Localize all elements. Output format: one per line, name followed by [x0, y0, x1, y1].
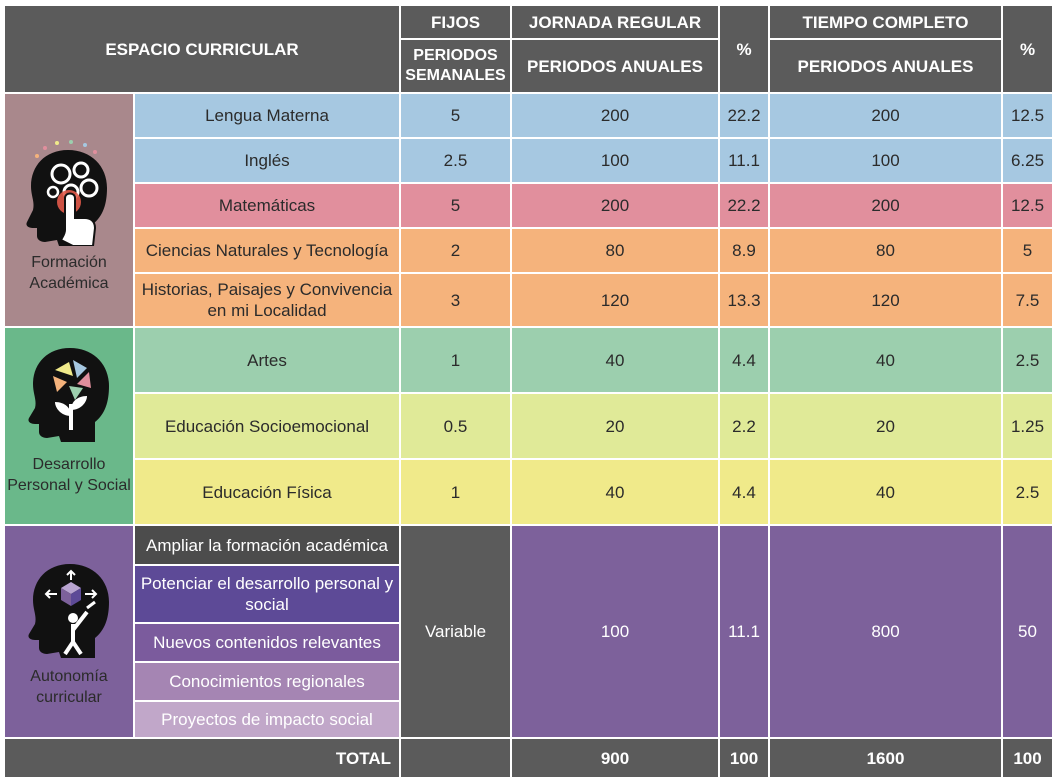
header-percent-jr: %	[720, 6, 768, 92]
category-formacion-academica: Formación Académica	[5, 94, 133, 326]
table-row-fijos: 1	[401, 460, 510, 524]
table-row-fijos: 3	[401, 274, 510, 326]
table-row-jr: 40	[512, 460, 718, 524]
table-row-jr: 100	[512, 139, 718, 182]
header-tiempo-completo: TIEMPO COMPLETO	[770, 6, 1001, 38]
table-row-jr-pct: 13.3	[720, 274, 768, 326]
table-row-tc-pct: 12.5	[1003, 94, 1052, 137]
table-row-tc: 200	[770, 94, 1001, 137]
table-row-fijos: 2	[401, 229, 510, 272]
table-row-tc-pct: 7.5	[1003, 274, 1052, 326]
table-row-jr-pct: 11.1	[720, 139, 768, 182]
table-row-subject: Ciencias Naturales y Tecnología	[135, 229, 399, 272]
table-row-tc-pct: 1.25	[1003, 394, 1052, 458]
autonomia-item: Proyectos de impacto social	[135, 702, 399, 737]
table-row-fijos: 0.5	[401, 394, 510, 458]
category-label: Autonomía curricular	[30, 668, 108, 706]
table-row-tc: 120	[770, 274, 1001, 326]
table-row-tc: 20	[770, 394, 1001, 458]
table-row-jr-pct: 2.2	[720, 394, 768, 458]
head-gears-icon	[26, 140, 108, 246]
category-label: Desarrollo Personal y Social	[7, 456, 131, 494]
header-fijos: FIJOS	[401, 6, 510, 38]
autonomia-tc-pct: 50	[1003, 526, 1052, 737]
header-jornada-regular: JORNADA REGULAR	[512, 6, 718, 38]
autonomia-item: Conocimientos regionales	[135, 663, 399, 700]
table-row-tc-pct: 5	[1003, 229, 1052, 272]
autonomia-item: Potenciar el desarrollo personal y socia…	[135, 566, 399, 622]
header-periodos-anuales-jr: PERIODOS ANUALES	[512, 40, 718, 92]
header-periodos-anuales-tc: PERIODOS ANUALES	[770, 40, 1001, 92]
table-row-subject: Matemáticas	[135, 184, 399, 227]
table-row-fijos: 5	[401, 94, 510, 137]
table-row-jr: 200	[512, 184, 718, 227]
category-desarrollo-personal: Desarrollo Personal y Social	[5, 328, 133, 524]
table-row-subject: Inglés	[135, 139, 399, 182]
table-row-jr: 80	[512, 229, 718, 272]
total-jr: 900	[512, 739, 718, 777]
table-row-tc-pct: 2.5	[1003, 328, 1052, 392]
autonomia-jr-pct: 11.1	[720, 526, 768, 737]
total-tc: 1600	[770, 739, 1001, 777]
table-row-fijos: 5	[401, 184, 510, 227]
autonomia-fijos: Variable	[401, 526, 510, 737]
table-row-tc: 80	[770, 229, 1001, 272]
table-row-subject: Educación Socioemocional	[135, 394, 399, 458]
table-row-tc: 40	[770, 460, 1001, 524]
table-row-tc: 40	[770, 328, 1001, 392]
curriculum-table: ESPACIO CURRICULAR FIJOS PERIODOS SEMANA…	[5, 6, 1052, 777]
table-row-tc-pct: 6.25	[1003, 139, 1052, 182]
table-row-tc: 200	[770, 184, 1001, 227]
table-row-tc: 100	[770, 139, 1001, 182]
header-percent-tc: %	[1003, 6, 1052, 92]
table-row-jr-pct: 4.4	[720, 328, 768, 392]
table-row-subject: Artes	[135, 328, 399, 392]
table-row-tc-pct: 2.5	[1003, 460, 1052, 524]
table-row-fijos: 2.5	[401, 139, 510, 182]
table-row-jr-pct: 22.2	[720, 184, 768, 227]
head-hands-plant-icon	[28, 348, 110, 442]
table-row-subject: Historias, Paisajes y Convivencia en mi …	[135, 274, 399, 326]
table-row-tc-pct: 12.5	[1003, 184, 1052, 227]
table-row-jr: 40	[512, 328, 718, 392]
table-row-fijos: 1	[401, 328, 510, 392]
category-autonomia-curricular: Autonomía curricular	[5, 526, 133, 737]
total-fijos-empty	[401, 739, 510, 777]
table-row-jr-pct: 22.2	[720, 94, 768, 137]
head-cube-icon	[28, 564, 110, 658]
table-row-jr-pct: 8.9	[720, 229, 768, 272]
table-row-jr: 200	[512, 94, 718, 137]
table-row-subject: Lengua Materna	[135, 94, 399, 137]
autonomia-tc: 800	[770, 526, 1001, 737]
autonomia-jr: 100	[512, 526, 718, 737]
table-row-jr-pct: 4.4	[720, 460, 768, 524]
category-label: Formación Académica	[29, 254, 109, 292]
table-row-jr: 20	[512, 394, 718, 458]
autonomia-item: Ampliar la formación académica	[135, 526, 399, 564]
table-row-jr: 120	[512, 274, 718, 326]
total-jr-pct: 100	[720, 739, 768, 777]
autonomia-item: Nuevos contenidos relevantes	[135, 624, 399, 661]
header-periodos-semanales: PERIODOS SEMANALES	[401, 40, 510, 92]
header-espacio-curricular: ESPACIO CURRICULAR	[5, 6, 399, 92]
total-tc-pct: 100	[1003, 739, 1052, 777]
total-label: TOTAL	[5, 739, 399, 777]
table-row-subject: Educación Física	[135, 460, 399, 524]
